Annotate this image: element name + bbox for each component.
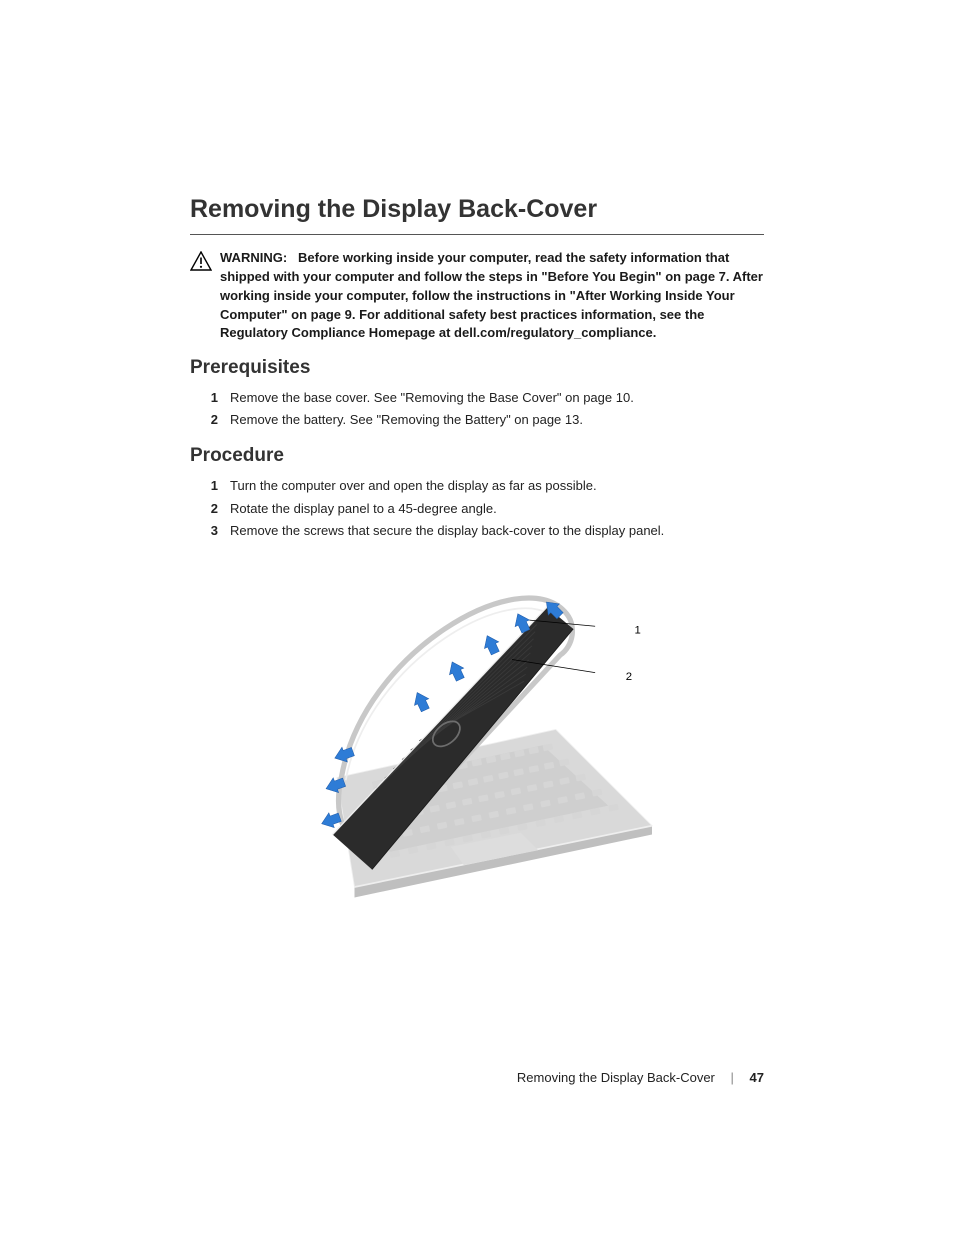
footer-title: Removing the Display Back-Cover xyxy=(517,1070,715,1085)
item-number: 1 xyxy=(206,475,218,497)
list-item: 1 Turn the computer over and open the di… xyxy=(190,475,764,497)
figure: 12 xyxy=(190,572,764,922)
item-text: Remove the screws that secure the displa… xyxy=(230,520,664,542)
item-text: Turn the computer over and open the disp… xyxy=(230,475,597,497)
prerequisites-list: 1 Remove the base cover. See "Removing t… xyxy=(190,387,764,431)
procedure-list: 1 Turn the computer over and open the di… xyxy=(190,475,764,541)
footer-separator: | xyxy=(731,1070,734,1085)
warning-text: WARNING: Before working inside your comp… xyxy=(220,249,764,343)
warning-label: WARNING: xyxy=(220,250,287,265)
footer-page-number: 47 xyxy=(750,1070,764,1085)
prerequisites-heading: Prerequisites xyxy=(190,357,764,379)
warning-block: WARNING: Before working inside your comp… xyxy=(190,249,764,343)
item-number: 2 xyxy=(206,498,218,520)
item-text: Rotate the display panel to a 45-degree … xyxy=(230,498,497,520)
list-item: 1 Remove the base cover. See "Removing t… xyxy=(190,387,764,409)
item-text: Remove the battery. See "Removing the Ba… xyxy=(230,409,583,431)
list-item: 3 Remove the screws that secure the disp… xyxy=(190,520,764,542)
item-number: 1 xyxy=(206,387,218,409)
procedure-heading: Procedure xyxy=(190,445,764,467)
page: Removing the Display Back-Cover WARNING:… xyxy=(0,0,954,1235)
warning-icon xyxy=(190,251,212,276)
footer: Removing the Display Back-Cover | 47 xyxy=(517,1070,764,1085)
list-item: 2 Remove the battery. See "Removing the … xyxy=(190,409,764,431)
svg-text:1: 1 xyxy=(635,624,641,636)
item-number: 3 xyxy=(206,520,218,542)
item-number: 2 xyxy=(206,409,218,431)
page-title: Removing the Display Back-Cover xyxy=(190,195,764,235)
warning-body: Before working inside your computer, rea… xyxy=(220,250,763,340)
list-item: 2 Rotate the display panel to a 45-degre… xyxy=(190,498,764,520)
item-text: Remove the base cover. See "Removing the… xyxy=(230,387,634,409)
svg-text:2: 2 xyxy=(626,671,632,683)
